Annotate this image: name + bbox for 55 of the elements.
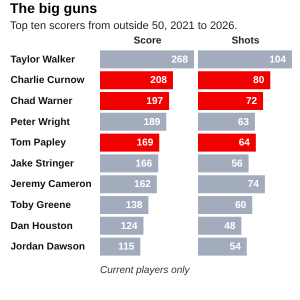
data-label: 169	[136, 138, 154, 149]
data-label: 72	[246, 96, 258, 107]
data-label: 80	[253, 75, 265, 86]
data-label: 268	[171, 54, 188, 66]
bar	[198, 216, 242, 235]
bar	[100, 154, 158, 172]
bar	[100, 50, 194, 68]
bar	[100, 238, 140, 256]
y-tick-label: Charlie Curnow	[10, 75, 85, 86]
bar	[198, 154, 249, 172]
bar	[198, 50, 292, 68]
data-label: 64	[238, 138, 250, 149]
y-tick-label: Jake Stringer	[10, 158, 74, 170]
y-tick-label: Taylor Walker	[10, 54, 76, 66]
y-tick-label: Dan Houston	[10, 220, 73, 232]
data-label: 60	[235, 200, 247, 211]
bar	[100, 196, 148, 214]
bar	[100, 71, 173, 90]
data-label: 124	[120, 220, 138, 232]
data-label: 115	[118, 242, 135, 253]
bar	[198, 71, 270, 90]
bar	[198, 134, 256, 152]
data-label: 63	[238, 116, 250, 128]
data-label: 54	[230, 242, 242, 253]
bar	[100, 216, 144, 235]
bar	[198, 196, 252, 214]
data-label: 74	[248, 179, 260, 190]
bar	[100, 134, 160, 152]
bar	[198, 238, 247, 256]
data-label: 162	[134, 179, 152, 190]
y-tick-label: Chad Warner	[10, 96, 72, 107]
text: Current players only	[100, 265, 190, 276]
chart-subtitle: Top ten scorers from outside 50, 2021 to 2026.	[10, 20, 238, 32]
y-tick-label: Peter Wright	[10, 116, 70, 128]
bar	[198, 175, 265, 194]
data-label: 197	[146, 96, 164, 107]
y-tick-label: Toby Greene	[10, 200, 72, 211]
data-label: 48	[224, 220, 236, 232]
bar	[100, 92, 170, 110]
bar	[100, 112, 166, 131]
y-tick-label: Jordan Dawson	[10, 242, 85, 253]
data-label: 56	[231, 158, 244, 170]
chart-title: The big guns	[10, 0, 98, 16]
data-label: 166	[136, 158, 153, 170]
bar	[198, 92, 264, 110]
x-axis-title: Shots	[232, 36, 260, 46]
bar	[100, 175, 157, 194]
bar	[198, 112, 255, 131]
data-label: 104	[269, 54, 286, 66]
data-label: 189	[144, 116, 161, 128]
y-tick-label: Tom Papley	[10, 138, 66, 149]
data-label: 138	[126, 200, 143, 211]
x-axis-title: Score	[134, 36, 162, 46]
y-tick-label: Jeremy Cameron	[10, 179, 92, 190]
data-label: 208	[150, 75, 168, 86]
